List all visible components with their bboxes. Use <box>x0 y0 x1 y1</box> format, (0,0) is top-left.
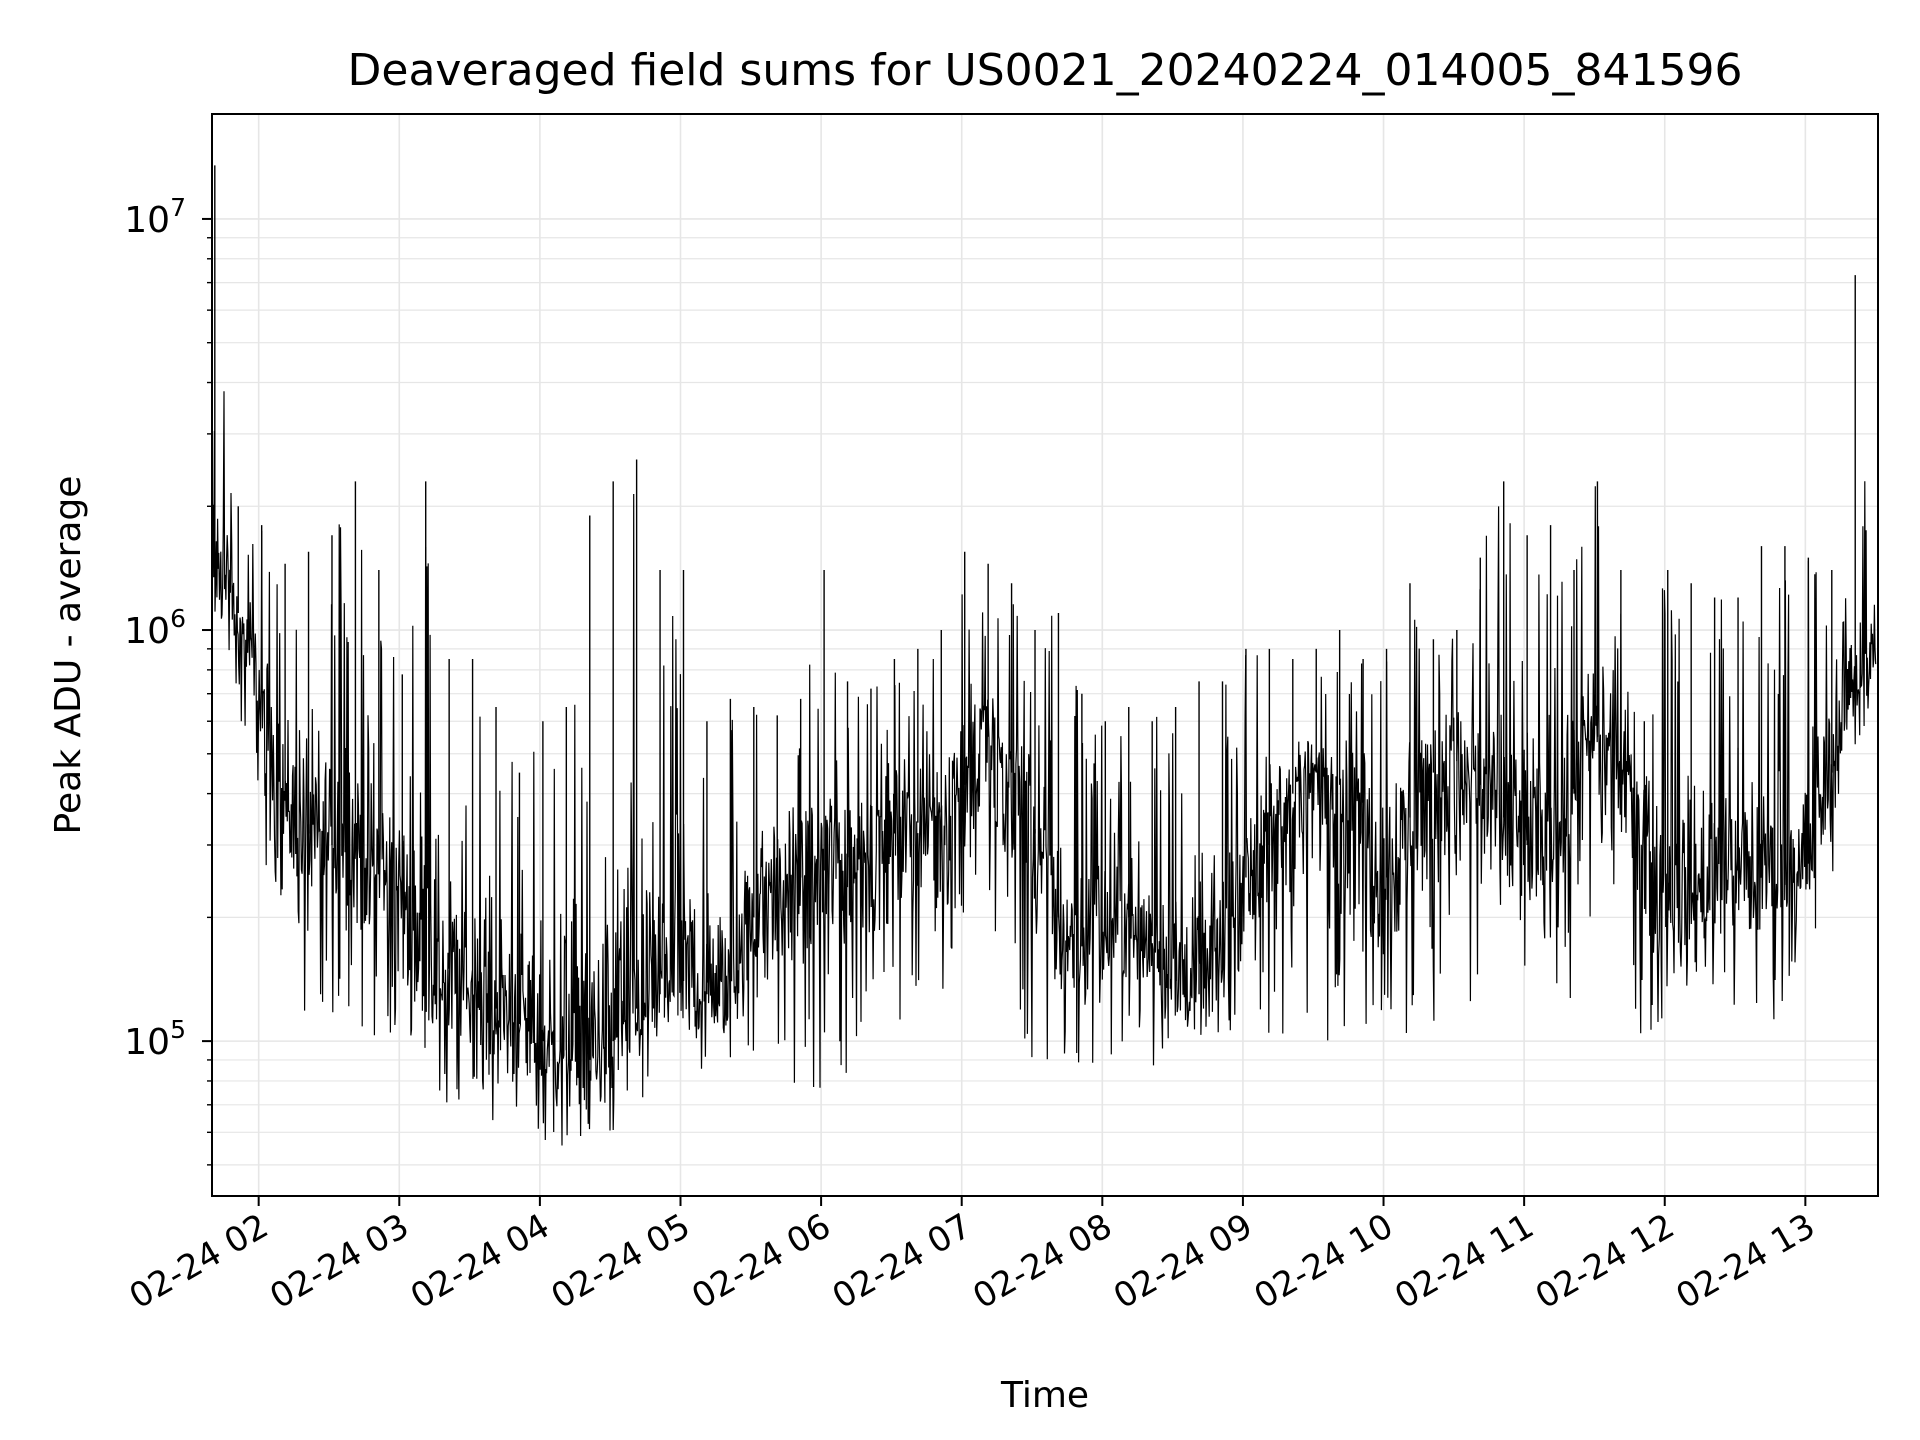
series-line <box>212 391 1877 1146</box>
y-axis-ticks: 105 106 107 <box>124 193 212 1166</box>
y-tick-label: 107 <box>124 193 186 241</box>
plot-frame <box>211 113 1879 1197</box>
series-layer <box>212 165 1878 1146</box>
chart-title: Deaveraged field sums for US0021_2024022… <box>348 45 1743 96</box>
x-axis-label: Time <box>1000 1375 1089 1416</box>
y-tick-label: 106 <box>124 604 186 652</box>
y-tick-label: 105 <box>124 1015 186 1063</box>
y-axis-label: Peak ADU - average <box>48 476 89 835</box>
